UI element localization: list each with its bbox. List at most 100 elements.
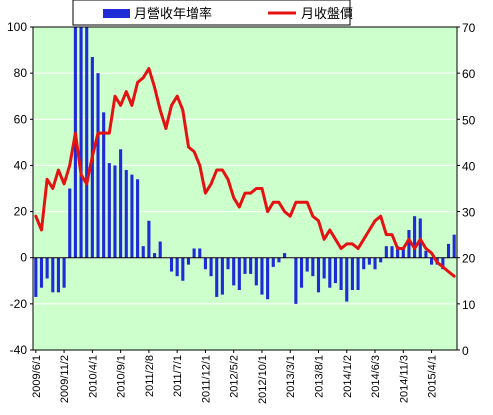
revenue-bar [345,257,349,302]
x-axis-ticks: 2009/6/1 2009/11/2 2010/4/1 2010/9/1 2011/2/… [31,350,439,404]
revenue-bar [249,257,253,274]
right-tick-label: 30 [462,206,476,220]
revenue-bar [373,257,377,270]
revenue-bar [192,248,196,258]
revenue-bar [243,257,247,274]
revenue-bar [367,257,371,265]
x-tick-label: 2014/1/2 [342,355,354,398]
revenue-bar [266,257,270,300]
revenue-bar [147,220,151,258]
revenue-bar [424,250,428,258]
legend-bar-label: 月營收年增率 [134,6,212,21]
revenue-bar [362,257,366,270]
revenue-bar [379,257,383,263]
revenue-bar [271,257,275,267]
left-tick-label: 80 [14,66,28,80]
left-tick-label: 20 [14,205,28,219]
revenue-bar [328,257,332,288]
x-tick-label: 2012/10/1 [257,355,269,404]
revenue-bar [396,246,400,258]
x-tick-label: 2010/9/1 [116,355,128,398]
revenue-bar [113,165,117,258]
revenue-bar [141,246,145,258]
revenue-bar [226,257,230,270]
revenue-bar [441,257,445,270]
right-axis-ticks: 0 10 20 30 40 50 60 70 [457,21,476,358]
revenue-bar [130,174,134,258]
revenue-bar [283,253,287,258]
x-tick-label: 2013/3/1 [285,355,297,398]
revenue-bar [34,257,38,297]
revenue-bar [136,179,140,258]
right-tick-label: 40 [462,159,476,173]
revenue-bar [305,257,309,272]
revenue-bar [220,257,224,295]
revenue-bar [339,257,343,291]
revenue-bar [237,257,241,291]
revenue-bar [316,257,321,293]
revenue-bar [260,257,264,295]
revenue-bar [407,230,411,258]
revenue-bar [356,257,360,291]
x-tick-label: 2010/4/1 [87,355,99,398]
right-tick-label: 60 [462,67,476,81]
revenue-bar [186,257,191,265]
revenue-bar [452,234,456,258]
x-tick-label: 2011/7/1 [172,355,184,397]
x-tick-label: 2011/2/8 [144,355,156,397]
right-tick-label: 70 [462,21,476,35]
revenue-bar [62,257,66,288]
revenue-bar [56,257,60,293]
left-tick-label: -40 [10,343,28,357]
x-tick-label: 2013/8/1 [313,355,325,398]
revenue-bar [39,257,44,288]
right-tick-label: 0 [462,344,469,358]
x-tick-label: 2014/11/3 [398,355,410,403]
revenue-bar [333,257,338,284]
revenue-bar [311,257,315,277]
right-tick-label: 50 [462,113,476,127]
revenue-bar [51,257,55,293]
revenue-bar [446,243,451,258]
revenue-bar [85,27,89,258]
revenue-bar [254,257,258,286]
revenue-bar [390,246,394,258]
left-tick-label: 100 [7,20,27,34]
plot-border [32,26,458,351]
revenue-bar [322,257,326,279]
x-tick-label: 2015/4/1 [427,355,439,398]
revenue-bar [198,248,202,258]
revenue-bar [124,170,128,258]
x-tick-label: 2009/11/2 [59,355,71,403]
x-tick-label: 2011/12/1 [200,355,212,403]
right-tick-label: 20 [462,252,476,266]
revenue-bar [384,246,388,258]
left-tick-label: -20 [10,297,28,311]
revenue-bar [152,253,157,258]
left-tick-label: 0 [20,251,27,265]
revenue-bar [45,257,49,279]
revenue-bar [232,257,236,286]
revenue-bar [209,257,213,277]
left-axis-ticks: -40 -20 0 20 40 60 80 100 [7,20,33,357]
revenue-bar [68,188,72,258]
x-tick-label: 2012/5/2 [229,355,241,398]
legend: 月營收年增率 月收盤價 [72,0,353,26]
x-tick-label: 2009/6/1 [31,355,43,398]
left-tick-label: 40 [14,158,28,172]
revenue-bar [413,216,417,258]
revenue-bar [96,73,100,258]
revenue-bar [430,257,434,265]
revenue-bar [401,248,405,258]
right-tick-label: 10 [462,298,476,312]
revenue-bar [175,257,179,277]
revenue-bar [119,149,123,258]
revenue-bar [277,257,281,263]
revenue-bar [169,257,174,272]
revenue-bar [102,112,106,258]
revenue-bar [299,257,304,288]
revenue-bar [181,257,185,281]
x-tick-label: 2014/6/3 [370,355,382,398]
left-tick-label: 60 [14,112,28,126]
